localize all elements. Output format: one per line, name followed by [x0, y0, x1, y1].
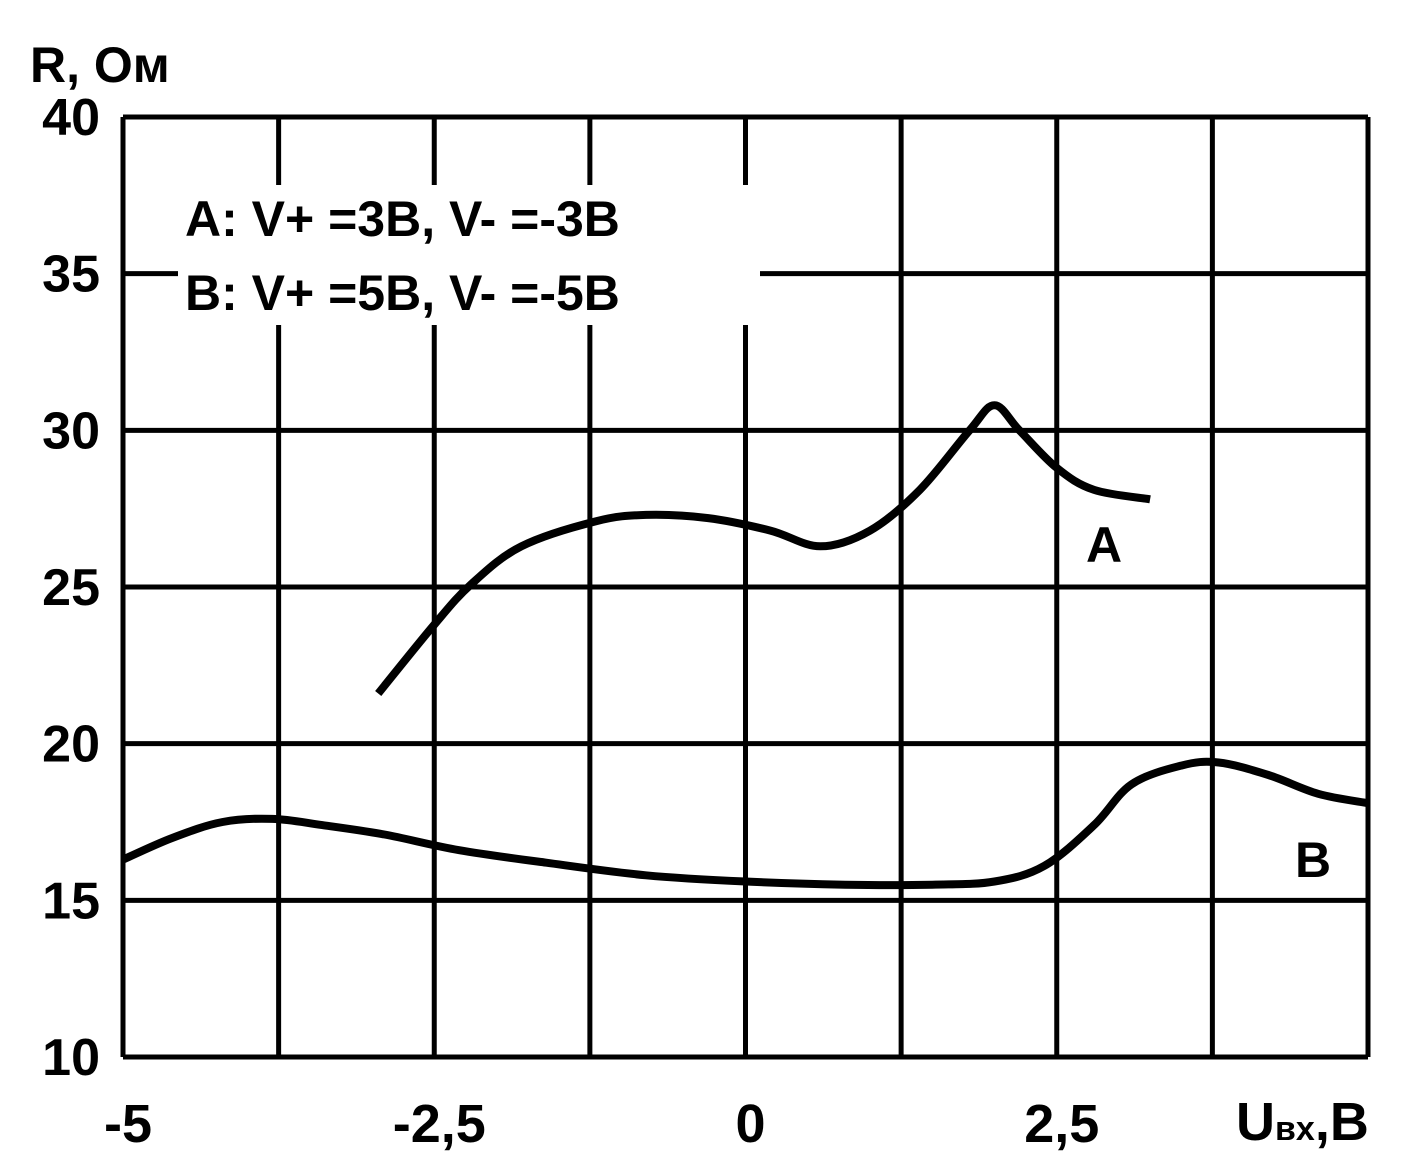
- series-line-b: [121, 757, 1369, 890]
- x-tick-label: 0: [735, 1094, 765, 1154]
- x-axis-label-tail: ,В: [1315, 1092, 1369, 1152]
- series-line-a: [375, 401, 1151, 697]
- y-tick-label: 35: [42, 246, 100, 304]
- x-tick-label: 2,5: [1024, 1094, 1099, 1154]
- y-tick-labels: 10 15 20 25 30 35 40: [42, 89, 100, 1087]
- x-tick-label: -2,5: [393, 1094, 486, 1154]
- x-axis-label-main: U: [1236, 1092, 1275, 1152]
- x-axis-label: Uвх,В: [1236, 1092, 1369, 1152]
- series-b-label-background: [1290, 825, 1348, 887]
- x-axis-label-sub: вх: [1275, 1110, 1315, 1148]
- y-axis-label: R, Ом: [30, 37, 170, 93]
- x-tick-labels: -5 -2,5 0 2,5: [104, 1094, 1099, 1154]
- y-tick-label: 10: [42, 1029, 100, 1087]
- y-tick-label: 20: [42, 716, 100, 774]
- y-tick-label: 40: [42, 89, 100, 147]
- series-a-label-background: [1082, 510, 1140, 572]
- legend-background: [178, 185, 760, 325]
- x-tick-label: -5: [104, 1094, 152, 1154]
- y-tick-label: 25: [42, 559, 100, 617]
- grid: [120, 114, 1371, 1060]
- series-lines: [121, 401, 1369, 890]
- legend-entry-b: B: V+ =5B, V- =-5B: [185, 265, 620, 321]
- series-b-label: B: [1295, 832, 1331, 888]
- y-tick-label: 30: [42, 402, 100, 460]
- series-a-label: A: [1086, 517, 1122, 573]
- legend-entry-a: A: V+ =3B, V- =-3B: [185, 191, 620, 247]
- y-tick-label: 15: [42, 872, 100, 930]
